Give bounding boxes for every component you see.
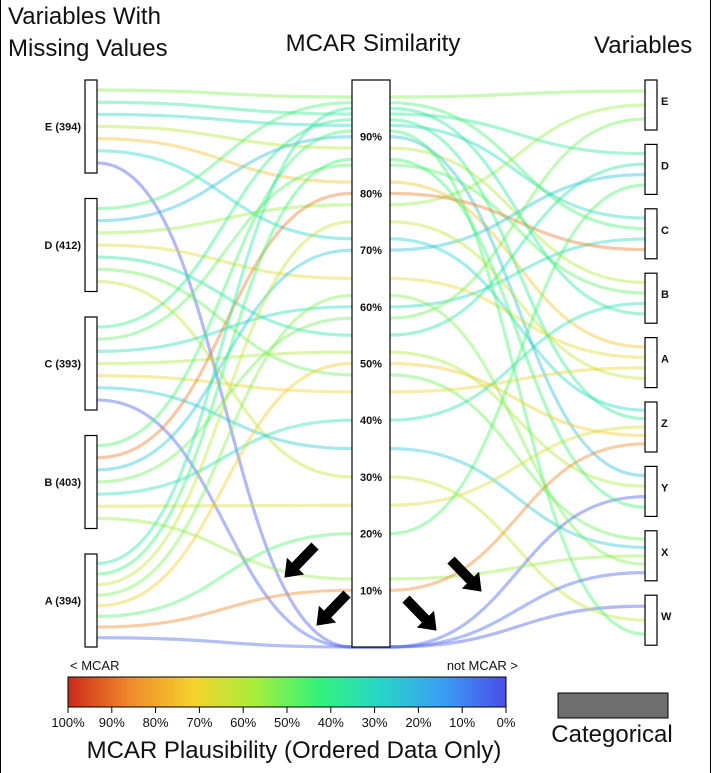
mcar-axis-tick-label: 90% xyxy=(360,132,382,144)
mcar-axis-tick-label: 40% xyxy=(360,415,382,427)
right-axis: E D C B A Z Y X W xyxy=(644,79,672,646)
colorbar-ticks: 100% 90% 80% 70% 60% 50% 40% 30% 20% 10% 0% xyxy=(51,707,516,730)
left-axis-label: C (393) xyxy=(44,359,81,371)
right-axis-box-D xyxy=(644,143,658,195)
mcar-axis-tick-label: 60% xyxy=(360,302,382,314)
flow-line-A-to-B xyxy=(95,106,647,565)
arrow-left-upper xyxy=(284,542,319,578)
left-axis-box-B xyxy=(84,434,98,530)
right-axis-label: X xyxy=(661,547,669,559)
annotation-arrows xyxy=(284,542,482,631)
right-title: Variables xyxy=(594,32,692,59)
arrow-right-lower xyxy=(402,595,437,631)
flow-line-D-to-Y xyxy=(95,135,647,478)
flow-line-A-to-D xyxy=(95,183,647,619)
flow-line-A-to-A xyxy=(95,220,647,587)
right-axis-box-B xyxy=(644,272,658,324)
left-axis-box-C xyxy=(84,316,98,411)
colorbar-left-label: < MCAR xyxy=(70,658,119,673)
left-title-line1: Variables With xyxy=(8,3,161,30)
colorbar-right-label: not MCAR > xyxy=(447,658,518,673)
colorbar xyxy=(67,676,507,708)
colorbar-tick-label: 0% xyxy=(497,715,516,730)
flow-line-B-to-W xyxy=(95,129,647,636)
colorbar-tick-label: 90% xyxy=(99,715,125,730)
right-axis-label: D xyxy=(661,160,669,172)
right-axis-label: A xyxy=(661,354,669,366)
colorbar-tick-label: 40% xyxy=(318,715,344,730)
left-axis: E (394) D (412) C (393) B (403) A (394) xyxy=(44,79,98,648)
flow-line-E-to-W xyxy=(95,161,647,649)
right-axis-label: B xyxy=(661,289,669,301)
colorbar-tick-label: 100% xyxy=(51,715,85,730)
right-axis-box-X xyxy=(644,530,658,582)
right-axis-label: W xyxy=(661,611,672,623)
arrow-right-upper xyxy=(447,556,482,592)
left-axis-box-D xyxy=(84,197,98,293)
colorbar-tick-label: 70% xyxy=(186,715,212,730)
middle-title: MCAR Similarity xyxy=(286,30,461,57)
left-title-line2: Missing Values xyxy=(8,35,168,62)
mcar-axis-tick-label: 30% xyxy=(360,472,382,484)
mcar-axis-tick-label: 80% xyxy=(360,188,382,200)
mcar-axis-tick-label: 70% xyxy=(360,245,382,257)
left-axis-label: D (412) xyxy=(44,240,81,252)
colorbar-tick-label: 80% xyxy=(143,715,169,730)
right-axis-label: E xyxy=(661,96,668,108)
categorical-legend-swatch xyxy=(557,692,669,719)
right-axis-box-Y xyxy=(644,465,658,517)
colorbar-tick-label: 50% xyxy=(274,715,300,730)
left-axis-box-A xyxy=(84,553,98,648)
mcar-axis-tick-label: 10% xyxy=(360,585,382,597)
left-axis-label: E (394) xyxy=(45,122,81,134)
right-axis-label: C xyxy=(661,225,669,237)
right-axis-label: Y xyxy=(661,482,669,494)
colorbar-tick-label: 20% xyxy=(405,715,431,730)
flow-line-A-to-Z xyxy=(95,361,647,608)
mcar-axis-tick-label: 20% xyxy=(360,529,382,541)
right-axis-box-Z xyxy=(644,401,658,453)
colorbar-title: MCAR Plausibility (Ordered Data Only) xyxy=(87,737,502,764)
categorical-legend-label: Categorical xyxy=(551,721,672,748)
right-axis-label: Z xyxy=(661,418,668,430)
right-axis-box-C xyxy=(644,208,658,260)
right-axis-box-E xyxy=(644,79,658,131)
arrow-left-lower xyxy=(316,590,351,626)
flow-line-B-to-C xyxy=(95,191,647,460)
mcar-similarity-axis: 90% 80% 70% 60% 50% 40% 30% 20% 10% xyxy=(351,79,391,648)
mcar-axis-tick-label: 50% xyxy=(360,359,382,371)
left-axis-box-E xyxy=(84,79,98,174)
left-axis-label: A (394) xyxy=(45,596,82,608)
colorbar-tick-label: 30% xyxy=(362,715,388,730)
left-axis-label: B (403) xyxy=(44,477,81,489)
mcar-axis-box xyxy=(351,79,391,648)
colorbar-tick-label: 10% xyxy=(449,715,475,730)
right-axis-box-W xyxy=(644,594,658,646)
right-axis-box-A xyxy=(644,337,658,389)
colorbar-tick-label: 60% xyxy=(230,715,256,730)
